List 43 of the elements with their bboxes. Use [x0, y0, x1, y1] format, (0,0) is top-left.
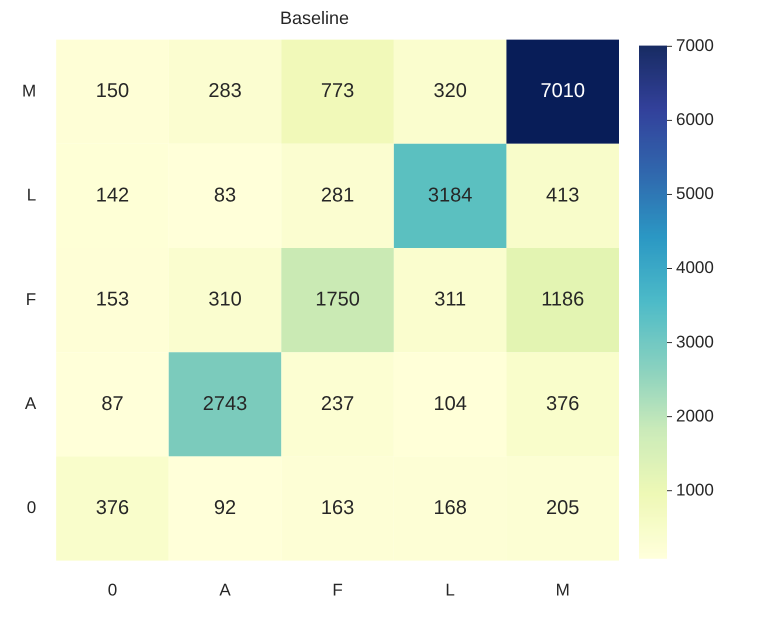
data-label: 168 [433, 497, 467, 520]
data-label: 283 [208, 80, 242, 102]
x-tick-label: F [332, 580, 343, 600]
y-tick-label: 0 [26, 498, 36, 518]
y-tick-label: A [24, 394, 37, 413]
x-tick-label: M [556, 580, 570, 600]
data-label: 1186 [541, 288, 584, 311]
chart-title: Baseline [280, 8, 350, 28]
data-label: 3184 [428, 184, 472, 206]
data-label: 320 [433, 80, 467, 102]
color-bar-label: 3000 [676, 332, 714, 352]
color-bar-label: 7000 [676, 36, 714, 56]
data-label: 104 [433, 392, 467, 415]
data-label: 7010 [540, 80, 585, 102]
data-label: 87 [101, 392, 124, 415]
color-bar-label: 4000 [676, 258, 714, 278]
data-label: 153 [96, 288, 130, 311]
data-label: 237 [320, 392, 354, 415]
y-tick-label: M [22, 81, 36, 100]
data-label: 1750 [315, 288, 360, 311]
y-tick-label: L [26, 186, 36, 205]
data-label: 311 [434, 288, 466, 311]
data-label: 2743 [202, 392, 248, 415]
color-bar-label: 2000 [676, 406, 714, 426]
x-tick-label: 0 [108, 580, 118, 600]
data-label: 163 [320, 497, 354, 520]
data-label: 376 [96, 497, 130, 520]
data-label: 310 [208, 288, 242, 311]
data-label: 83 [214, 184, 236, 206]
x-tick-label: A [219, 580, 232, 600]
data-label: 142 [96, 184, 130, 206]
x-tick-label: L [445, 580, 455, 600]
color-bar-label: 5000 [676, 184, 714, 204]
data-label: 376 [546, 392, 580, 415]
color-bar-label: 6000 [676, 110, 714, 130]
data-label: 773 [320, 80, 354, 102]
data-label: 413 [546, 184, 580, 206]
data-label: 92 [214, 497, 236, 520]
data-label: 281 [320, 184, 354, 206]
data-label: 205 [546, 497, 580, 520]
color-bar-label: 1000 [676, 480, 714, 500]
data-label: 150 [96, 80, 130, 102]
y-tick-label: F [26, 290, 36, 309]
